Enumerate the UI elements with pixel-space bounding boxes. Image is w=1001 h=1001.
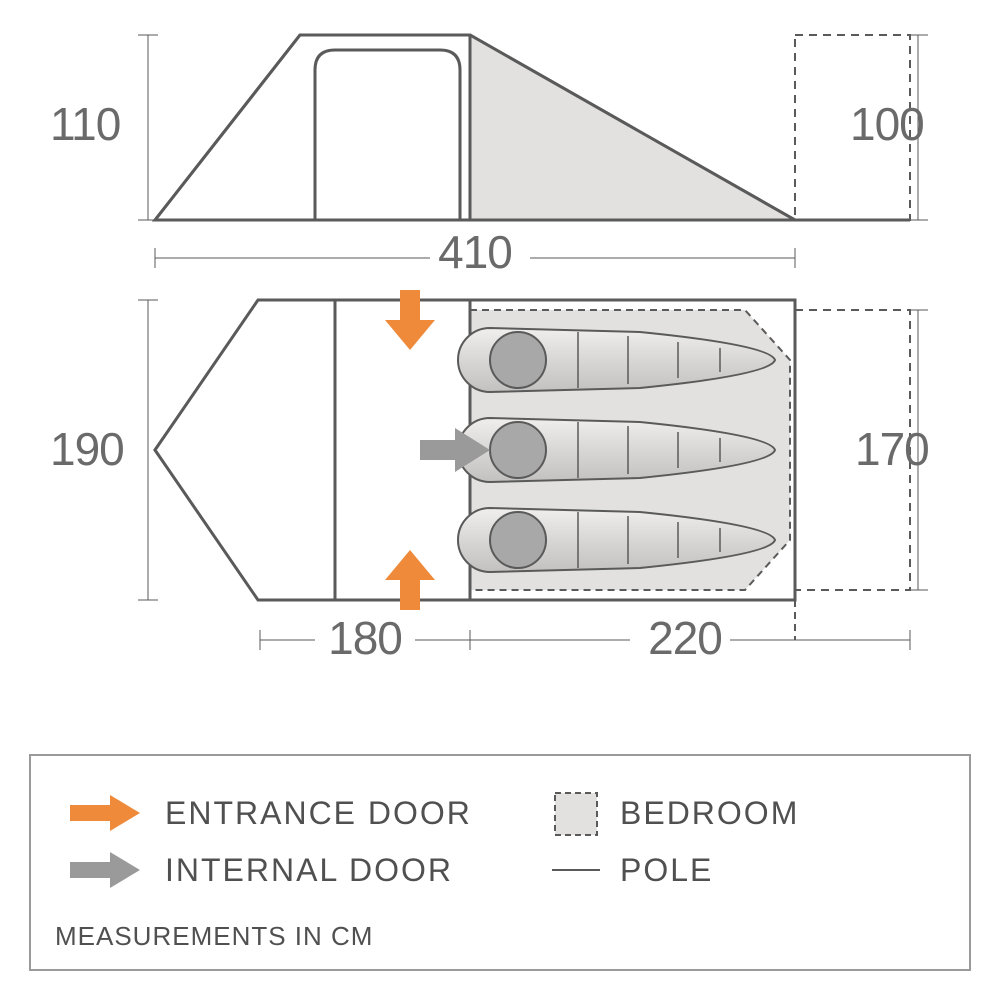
svg-text:220: 220 — [648, 612, 722, 664]
svg-text:170: 170 — [855, 423, 929, 475]
svg-text:INTERNAL DOOR: INTERNAL DOOR — [165, 852, 453, 888]
svg-text:ENTRANCE DOOR: ENTRANCE DOOR — [165, 795, 472, 831]
svg-text:BEDROOM: BEDROOM — [620, 795, 799, 831]
svg-text:100: 100 — [850, 98, 924, 150]
dim-180: 180 — [260, 612, 470, 664]
svg-text:110: 110 — [50, 98, 120, 150]
plan-view — [155, 290, 910, 610]
legend-bedroom: BEDROOM — [555, 793, 799, 835]
side-elevation — [155, 35, 910, 220]
svg-text:190: 190 — [50, 423, 124, 475]
svg-text:POLE: POLE — [620, 852, 713, 888]
svg-text:410: 410 — [438, 226, 512, 278]
dim-100: 100 — [850, 35, 928, 220]
dim-170: 170 — [855, 310, 929, 590]
svg-text:180: 180 — [328, 612, 402, 664]
legend-box: ENTRANCE DOOR INTERNAL DOOR BEDROOM POLE… — [30, 755, 970, 970]
dim-410: 410 — [155, 226, 795, 278]
dim-220: 220 — [470, 612, 910, 664]
dim-190: 190 — [50, 300, 158, 600]
legend-note: MEASUREMENTS IN CM — [55, 921, 373, 951]
dim-110: 110 — [50, 35, 158, 220]
